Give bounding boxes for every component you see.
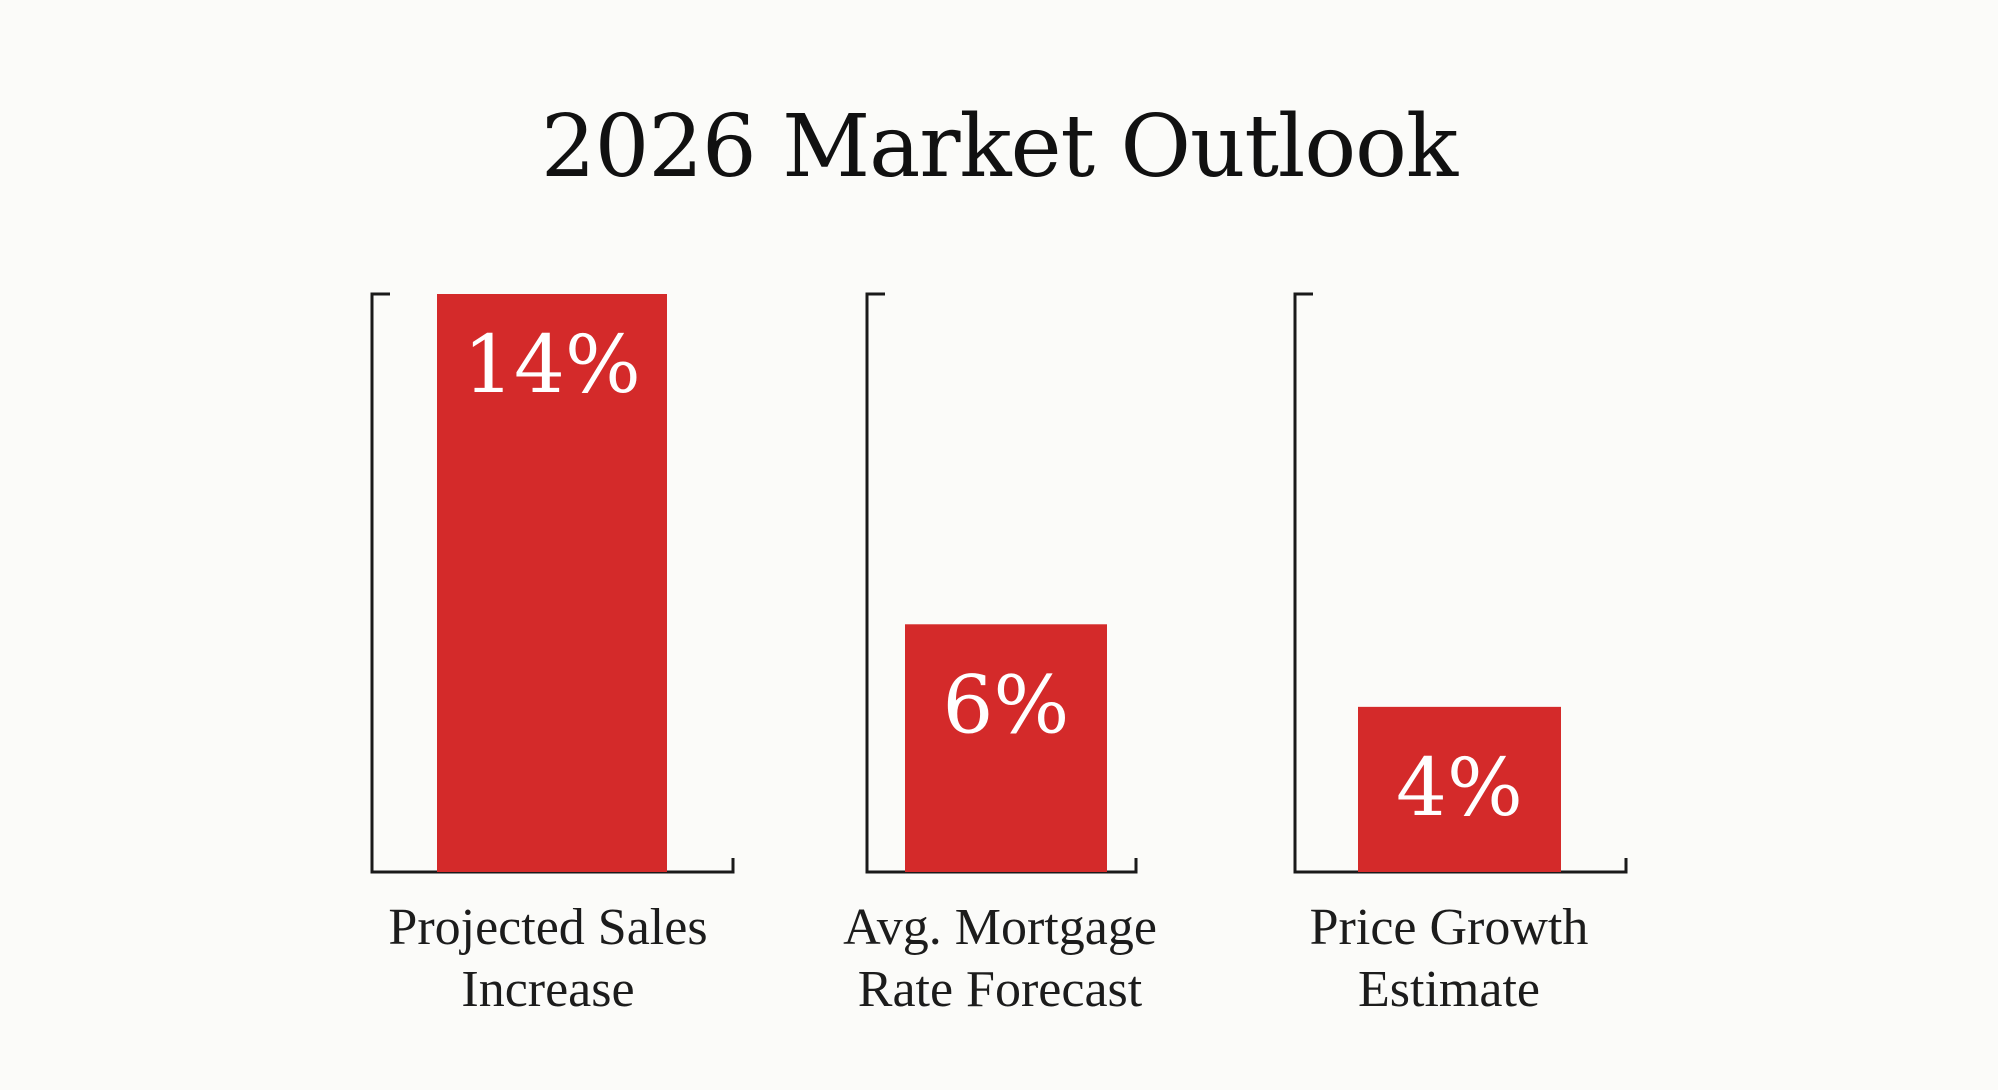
category-label-line: Estimate [1358, 961, 1540, 1018]
axis-frame [370, 292, 735, 874]
category-label-line: Projected Sales [388, 899, 708, 956]
category-label: Projected Sales Increase [318, 897, 778, 1021]
category-label-line: Price Growth [1309, 899, 1589, 956]
category-label-line: Avg. Mortgage [843, 899, 1157, 956]
bar-value-label: 14% [463, 318, 641, 411]
bar [1358, 706, 1561, 872]
axis-frame [1293, 292, 1628, 874]
bar [905, 624, 1107, 872]
category-label-line: Rate Forecast [857, 961, 1143, 1018]
category-label: Avg. Mortgage Rate Forecast [770, 897, 1230, 1021]
bar [437, 294, 667, 872]
category-label-line: Increase [461, 961, 635, 1018]
category-label: Price Growth Estimate [1219, 897, 1679, 1021]
axis-frame [865, 292, 1138, 874]
bar-value-label: 6% [943, 658, 1070, 751]
chart-title: 2026 Market Outlook [540, 97, 1458, 197]
bar-value-label: 4% [1396, 741, 1523, 834]
